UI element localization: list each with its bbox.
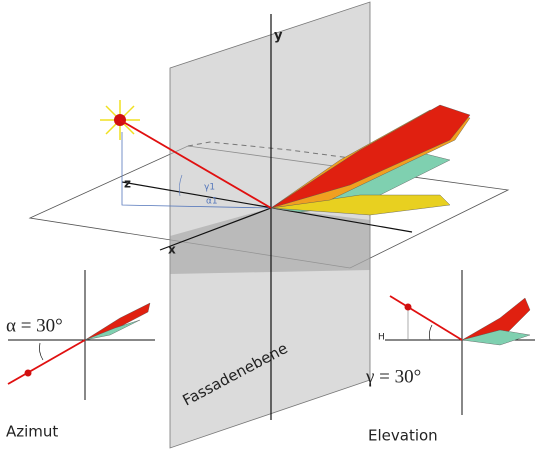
marker-label: H bbox=[378, 333, 385, 343]
inset-sun bbox=[24, 369, 32, 377]
inset-lobe bbox=[461, 329, 531, 346]
angle-arc bbox=[428, 324, 433, 341]
inset-sun bbox=[404, 303, 412, 311]
x-axis bbox=[159, 207, 272, 251]
inset-ray bbox=[389, 295, 463, 341]
plane-shadow bbox=[170, 208, 370, 274]
projection-line bbox=[121, 132, 272, 209]
angle-equation: γ = 30° bbox=[365, 366, 421, 387]
axis-label: x bbox=[168, 243, 176, 257]
angle-label: γ1 bbox=[204, 183, 215, 193]
axis-label: z bbox=[124, 177, 131, 191]
angle-arc bbox=[39, 342, 44, 361]
z-axis bbox=[121, 181, 413, 233]
sun-ray bbox=[119, 119, 272, 209]
caption: Elevation bbox=[368, 427, 438, 445]
angle-arc bbox=[179, 174, 183, 197]
axis-label: y bbox=[274, 29, 283, 44]
inset-lobe bbox=[84, 319, 141, 341]
inset-ray bbox=[7, 339, 86, 385]
inset-lobe bbox=[84, 302, 151, 341]
caption: Azimut bbox=[6, 423, 58, 441]
radiation-lobe bbox=[270, 104, 471, 216]
hidden-edge bbox=[187, 141, 381, 163]
angle-equation: α = 30° bbox=[6, 315, 63, 336]
angle-label: α1 bbox=[206, 197, 218, 207]
